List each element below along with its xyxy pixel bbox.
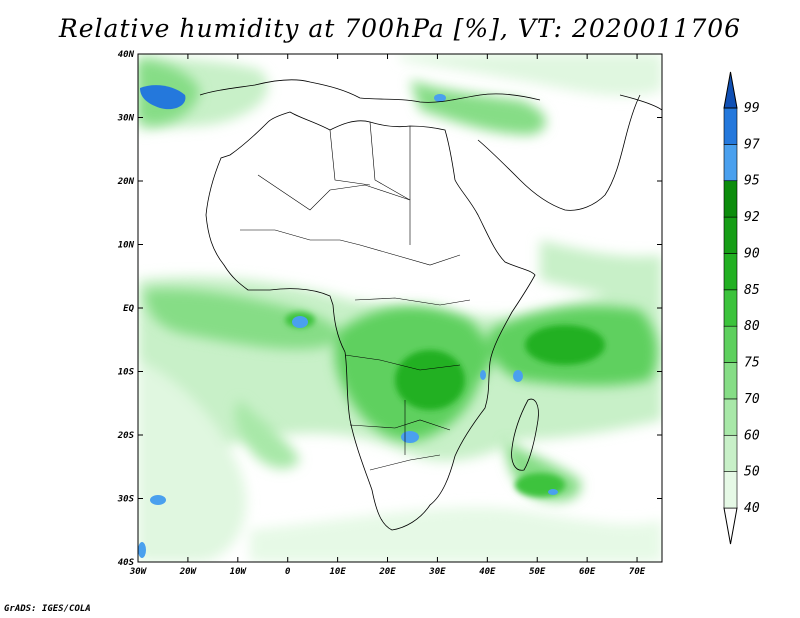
coastlines	[199, 79, 662, 531]
colorbar-segment	[723, 289, 738, 327]
colorbar-level-label: 75	[744, 356, 760, 371]
colorbar-segment	[723, 144, 738, 182]
colorbar-segment	[723, 434, 738, 472]
colorbar-segment	[723, 253, 738, 291]
country-borders	[240, 121, 471, 471]
lat-tick-label: 30N	[117, 114, 135, 124]
lon-tick-label: 0	[285, 567, 291, 577]
madagascar-coastline	[511, 398, 539, 471]
chart-title: Relative humidity at 700hPa [%], VT: 202…	[58, 14, 742, 43]
colorbar: 40 50 60 70 75 80 85 90 92 95 97 99	[723, 71, 760, 545]
colorbar-lower-arrow	[723, 507, 738, 545]
humidity-field	[138, 54, 662, 562]
colorbar-segment	[723, 107, 738, 145]
europe-coastline	[199, 79, 541, 103]
colorbar-level-label: 92	[744, 210, 760, 225]
colorbar-level-label: 90	[744, 246, 760, 261]
lon-tick-label: 10E	[329, 567, 346, 577]
lon-tick-label: 20E	[378, 567, 396, 577]
longitude-axis: 30W 20W 10W 0 10E 20E 30E 40E 50E 60E 70E	[129, 54, 646, 577]
lon-tick-label: 40E	[479, 567, 496, 577]
colorbar-level-label: 95	[744, 174, 760, 189]
lon-tick-label: 70E	[629, 567, 646, 577]
lat-tick-label: 20S	[117, 431, 135, 441]
colorbar-segment	[723, 398, 738, 436]
colorbar-level-label: 80	[744, 319, 760, 334]
latitude-axis: 40N 30N 20N 10N EQ 10S 20S 30S 40S	[117, 50, 662, 568]
humidity-saturated-spots	[138, 85, 558, 558]
lat-tick-label: EQ	[123, 304, 134, 314]
lat-tick-label: 10S	[118, 368, 135, 378]
lon-tick-label: 10W	[230, 567, 248, 577]
colorbar-level-label: 60	[744, 428, 760, 443]
colorbar-level-label: 97	[744, 137, 760, 152]
colorbar-segment	[723, 325, 738, 363]
lat-tick-label: 40N	[118, 50, 135, 60]
colorbar-level-label: 50	[744, 465, 760, 480]
lat-tick-label: 30S	[117, 495, 135, 505]
colorbar-level-label: 85	[744, 283, 760, 298]
colorbar-level-label: 70	[744, 392, 760, 407]
grads-credit: GrADS: IGES/COLA	[4, 604, 91, 614]
colorbar-segment	[723, 362, 738, 400]
arabia-coastline	[477, 94, 641, 211]
colorbar-segment	[723, 216, 738, 254]
humidity-high-shading	[285, 312, 605, 497]
africa-coastline	[205, 111, 536, 531]
lon-tick-label: 30E	[428, 567, 446, 577]
colorbar-upper-arrow	[723, 71, 738, 109]
lat-tick-label: 40S	[118, 558, 135, 568]
lon-tick-label: 20W	[179, 567, 198, 577]
lat-tick-label: 10N	[118, 241, 135, 251]
colorbar-level-label: 99	[744, 101, 760, 116]
lon-tick-label: 60E	[579, 567, 596, 577]
colorbar-segment	[723, 180, 738, 218]
colorbar-level-label: 40	[744, 501, 760, 516]
lon-tick-label: 30W	[129, 567, 148, 577]
colorbar-segment	[723, 471, 738, 509]
lat-tick-label: 20N	[117, 177, 135, 187]
india-coastline	[619, 94, 662, 111]
lon-tick-label: 50E	[529, 567, 546, 577]
